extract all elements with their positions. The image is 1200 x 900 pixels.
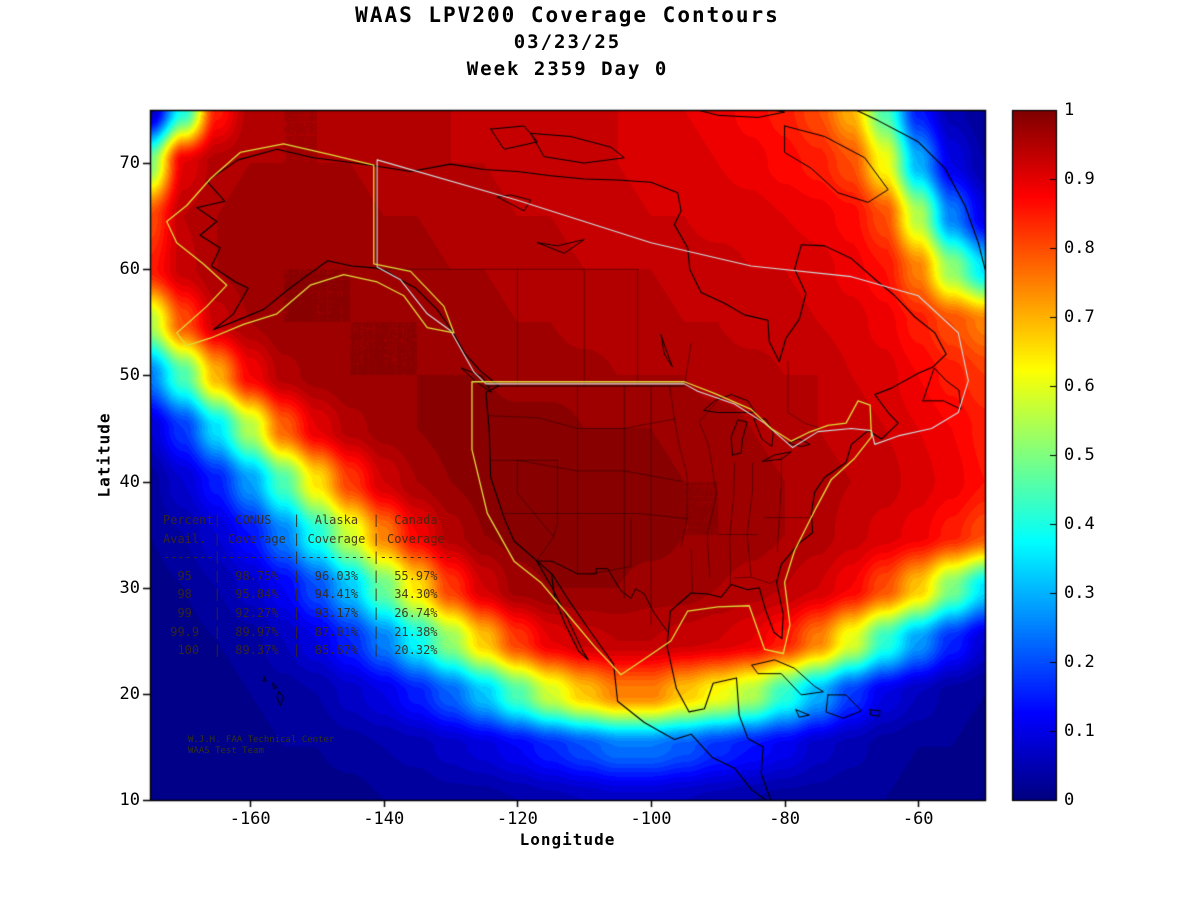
title-block: WAAS LPV200 Coverage Contours 03/23/25 W…: [150, 3, 985, 80]
table-row: 95 | 98.75% | 96.03% | 55.97%: [163, 568, 452, 583]
chart-week-day: Week 2359 Day 0: [466, 58, 669, 80]
table-row: 100 | 89.37% | 85.87% | 20.32%: [163, 643, 452, 658]
colorbar-tick-label: 0.4: [1064, 514, 1095, 534]
x-axis-label: Longitude: [519, 830, 616, 849]
x-tick-label: -60: [902, 809, 934, 829]
chart-title: WAAS LPV200 Coverage Contours: [355, 3, 780, 27]
x-tick-label: -80: [769, 809, 800, 829]
colorbar-tick-label: 1: [1064, 100, 1075, 120]
colorbar-tick-label: 0.8: [1064, 238, 1095, 258]
table-row: 99.9 | 89.97% | 87.01% | 21.38%: [163, 624, 452, 639]
colorbar-tick-label: 0.9: [1064, 169, 1095, 189]
table-separator: -------|----------|----------|----------: [163, 550, 452, 565]
chart-date: 03/23/25: [513, 31, 622, 53]
credit-line-2: WAAS Test Team: [188, 746, 264, 756]
y-tick-label: 70: [119, 153, 140, 174]
x-tick-label: -140: [363, 809, 405, 829]
credits-block: W.J.H. FAA Technical Center WAAS Test Te…: [188, 735, 334, 757]
coverage-statistics-table: Percent| CONUS | Alaska | Canada Avail. …: [163, 511, 452, 660]
colorbar-tick-label: 0.5: [1064, 445, 1095, 465]
colorbar-tick-label: 0.7: [1064, 307, 1095, 327]
x-tick-label: -160: [229, 809, 271, 829]
colorbar-tick-label: 0.1: [1064, 721, 1095, 741]
table-row: 98 | 95.84% | 94.41% | 34.30%: [163, 587, 452, 602]
table-header-row: Avail. | Coverage | Coverage | Coverage: [163, 531, 452, 546]
y-tick-label: 50: [119, 365, 140, 386]
y-tick-label: 60: [119, 259, 140, 280]
table-row: 99 | 92.27% | 93.17% | 26.74%: [163, 605, 452, 620]
y-tick-label: 30: [119, 577, 140, 598]
colorbar-tick-label: 0: [1064, 790, 1075, 810]
x-tick-label: -120: [496, 809, 538, 829]
y-tick-label: 20: [119, 683, 140, 704]
colorbar-tick-label: 0.2: [1064, 652, 1095, 672]
colorbar-tick-label: 0.6: [1064, 376, 1095, 396]
x-tick-label: -100: [630, 809, 672, 829]
table-header-row: Percent| CONUS | Alaska | Canada: [163, 513, 452, 527]
credit-line-1: W.J.H. FAA Technical Center: [188, 735, 335, 745]
y-tick-label: 40: [119, 471, 140, 492]
y-tick-label: 10: [119, 790, 140, 810]
colorbar-tick-label: 0.3: [1064, 583, 1095, 603]
